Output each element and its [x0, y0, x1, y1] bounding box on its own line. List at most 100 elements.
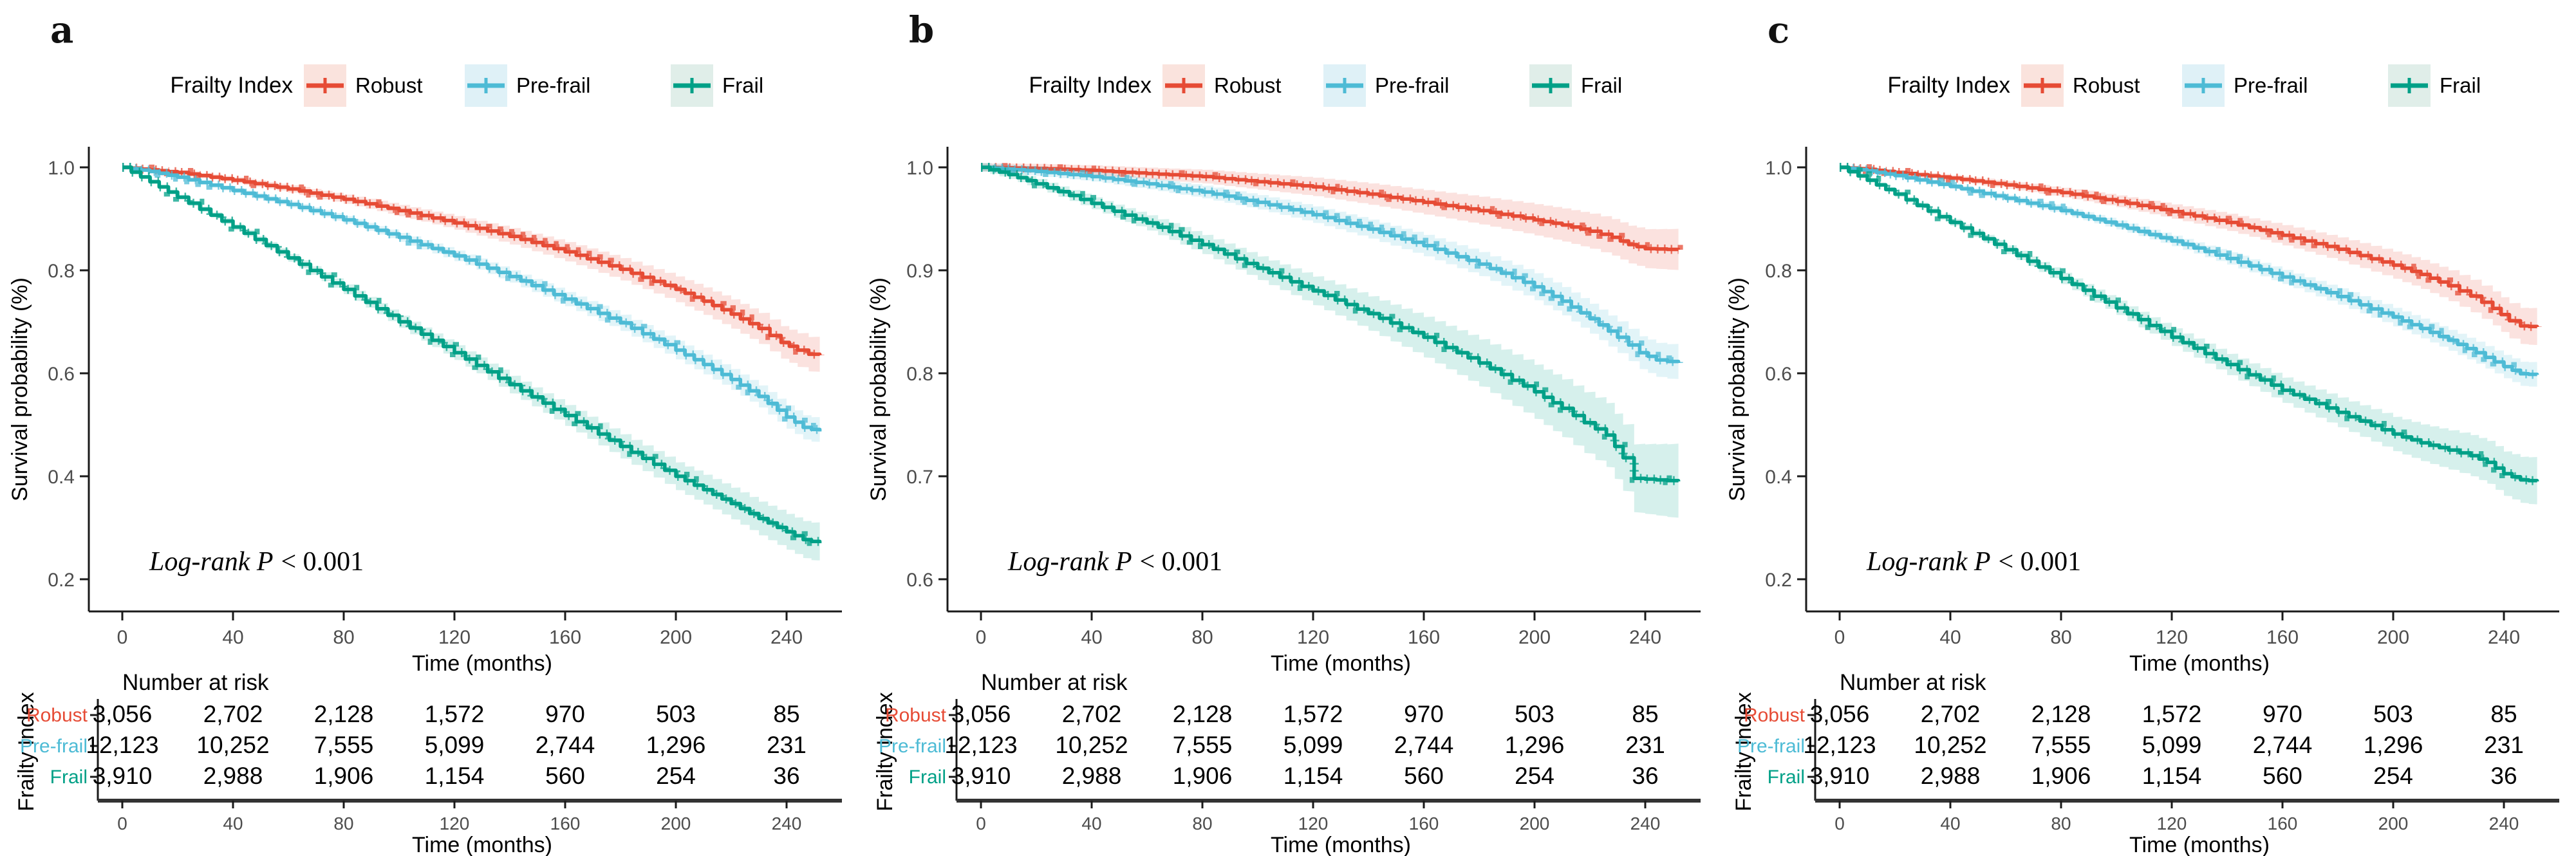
risk-count: 970: [545, 701, 585, 727]
risk-count: 1,296: [1505, 732, 1565, 758]
legend-label-frail: Frail: [1581, 73, 1622, 97]
risk-table: Number at risk Frailty Index Robust Pre-…: [1731, 670, 2559, 856]
svg-text:240: 240: [770, 627, 803, 648]
risk-count: 1,906: [2031, 763, 2091, 789]
logrank-annotation: Log-rank P < 0.001: [1007, 547, 1222, 577]
risk-count: 12,123: [944, 732, 1017, 758]
risk-count: 970: [2263, 701, 2302, 727]
risk-count: 2,988: [203, 763, 263, 789]
km-curves: [981, 163, 1683, 519]
svg-text:160: 160: [549, 627, 581, 648]
risk-count: 1,296: [646, 732, 706, 758]
risk-count: 3,910: [1810, 763, 1870, 789]
svg-text:0.8: 0.8: [1765, 261, 1792, 282]
panel-c: c Frailty Index Robust Pre-frail: [1717, 0, 2576, 856]
risk-count: 1,296: [2364, 732, 2423, 758]
svg-text:80: 80: [2050, 627, 2071, 648]
risk-count: 560: [1404, 763, 1444, 789]
ci-band-robust: [122, 165, 820, 373]
risk-table-title: Number at risk: [1840, 670, 1986, 695]
risk-count: 254: [656, 763, 696, 789]
svg-text:120: 120: [2157, 814, 2187, 833]
risk-count: 2,988: [1921, 763, 1981, 789]
risk-count: 560: [545, 763, 585, 789]
legend-label-frail: Frail: [2440, 73, 2481, 97]
km-curve-pre-frail: [1840, 165, 2539, 377]
risk-count: 2,988: [1062, 763, 1122, 789]
legend-title: Frailty Index: [170, 73, 293, 98]
svg-text:40: 40: [222, 627, 243, 648]
risk-count: 85: [1632, 701, 1658, 727]
svg-text:0.4: 0.4: [1765, 467, 1792, 488]
logrank-annotation: Log-rank P < 0.001: [149, 547, 364, 577]
risk-table-title: Number at risk: [981, 670, 1128, 695]
svg-text:160: 160: [2266, 627, 2299, 648]
y-axis: 1.0 0.9 0.8 0.7 0.6 Survival probability…: [866, 147, 949, 611]
risk-table-title: Number at risk: [122, 670, 269, 695]
risk-count: 2,744: [2253, 732, 2313, 758]
svg-text:160: 160: [2268, 814, 2298, 833]
logrank-annotation: Log-rank P < 0.001: [1866, 547, 2081, 577]
risk-count: 1,906: [314, 763, 374, 789]
svg-text:0: 0: [117, 627, 128, 648]
risk-count: 85: [2490, 701, 2517, 727]
svg-text:0: 0: [976, 627, 987, 648]
km-curve-pre-frail: [122, 165, 822, 432]
panel-a-svg: a Frailty Index Robust Pre-frail: [8, 9, 842, 856]
km-curve-robust: [122, 165, 822, 357]
risk-axis-title: Frailty Index: [1731, 692, 1756, 811]
svg-text:240: 240: [2488, 627, 2520, 648]
svg-text:120: 120: [440, 814, 470, 833]
svg-text:240: 240: [1629, 627, 1661, 648]
risk-count: 85: [773, 701, 799, 727]
svg-text:0.7: 0.7: [906, 467, 933, 488]
svg-text:160: 160: [550, 814, 581, 833]
x-axis: 0 40 80 120 160 200 240 Time (months): [947, 610, 1701, 676]
risk-count: 7,555: [1173, 732, 1233, 758]
svg-text:0: 0: [117, 814, 127, 833]
svg-text:0.6: 0.6: [1765, 364, 1792, 385]
legend-key-robust: Robust: [2021, 64, 2140, 107]
risk-count: 5,099: [425, 732, 485, 758]
legend-title: Frailty Index: [1887, 73, 2010, 98]
risk-row-label: Robust: [885, 705, 947, 726]
x-axis-title: Time (months): [412, 651, 552, 676]
legend-label-prefrail: Pre-frail: [2234, 73, 2308, 97]
risk-count: 1,572: [425, 701, 485, 727]
risk-row-label: Frail: [909, 767, 946, 788]
legend-key-prefrail: Pre-frail: [1323, 64, 1450, 107]
svg-text:1.0: 1.0: [48, 158, 75, 179]
svg-text:40: 40: [1940, 814, 1960, 833]
svg-text:80: 80: [1192, 814, 1212, 833]
svg-text:0.2: 0.2: [1765, 570, 1792, 591]
svg-text:80: 80: [333, 814, 353, 833]
legend-label-robust: Robust: [1214, 73, 1282, 97]
risk-table: Number at risk Frailty Index Robust Pre-…: [14, 670, 842, 856]
risk-count: 503: [1515, 701, 1554, 727]
risk-row-label: Pre-frail: [20, 736, 88, 757]
km-curves: [1840, 163, 2542, 505]
svg-text:200: 200: [661, 814, 691, 833]
svg-text:80: 80: [1191, 627, 1213, 648]
risk-count: 3,910: [951, 763, 1011, 789]
risk-count: 12,123: [1803, 732, 1876, 758]
risk-count: 1,906: [1173, 763, 1233, 789]
risk-count: 36: [1632, 763, 1658, 789]
risk-table: Number at risk Frailty Index Robust Pre-…: [873, 670, 1701, 856]
risk-count: 231: [767, 732, 807, 758]
svg-text:160: 160: [1409, 814, 1439, 833]
svg-text:0.6: 0.6: [906, 570, 933, 591]
risk-count: 231: [2484, 732, 2524, 758]
legend-key-frail: Frail: [671, 64, 763, 107]
km-curve-robust: [981, 165, 1681, 252]
legend-label-frail: Frail: [722, 73, 763, 97]
risk-count: 36: [773, 763, 799, 789]
risk-count: 2,744: [1394, 732, 1454, 758]
risk-x-axis-title: Time (months): [1271, 833, 1411, 856]
legend-label-prefrail: Pre-frail: [1375, 73, 1450, 97]
svg-text:120: 120: [2156, 627, 2188, 648]
km-curves: [122, 163, 825, 563]
km-curve-pre-frail: [981, 165, 1681, 364]
risk-count: 2,128: [1173, 701, 1233, 727]
